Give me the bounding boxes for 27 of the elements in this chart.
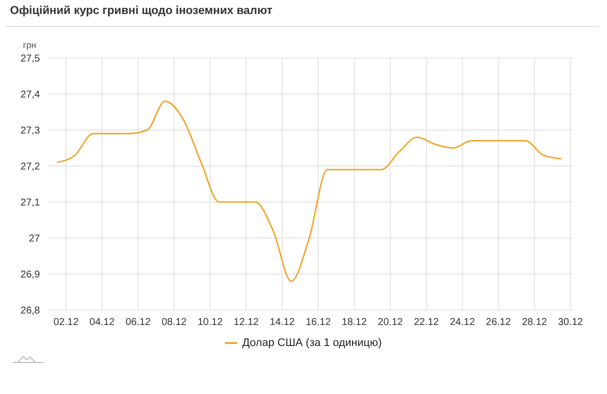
y-tick-label: 27,2 <box>20 162 40 173</box>
x-tick-label: 04.12 <box>90 317 115 328</box>
legend-label: Долар США (за 1 одиницю) <box>242 337 382 349</box>
x-tick-label: 16.12 <box>306 317 332 328</box>
x-tick-label: 14.12 <box>270 317 296 328</box>
y-axis-title: грн <box>23 40 36 50</box>
x-tick-label: 28.12 <box>522 317 548 328</box>
x-tick-label: 02.12 <box>54 317 79 328</box>
y-tick-label: 26,9 <box>20 270 40 281</box>
x-tick-label: 26.12 <box>486 317 512 328</box>
y-tick-label: 27,1 <box>20 198 40 209</box>
chart-title: Офіційний курс гривні щодо іноземних валют <box>10 5 272 17</box>
x-tick-label: 24.12 <box>450 317 476 328</box>
x-tick-label: 18.12 <box>342 317 368 328</box>
x-tick-label: 12.12 <box>234 317 260 328</box>
x-tick-label: 06.12 <box>126 317 152 328</box>
y-tick-label: 26,8 <box>20 306 40 317</box>
x-tick-label: 10.12 <box>198 317 224 328</box>
x-tick-label: 22.12 <box>414 317 440 328</box>
y-tick-label: 27,3 <box>20 126 40 137</box>
x-tick-label: 20.12 <box>378 317 404 328</box>
line-series <box>56 100 562 282</box>
y-tick-label: 27 <box>28 234 40 245</box>
x-tick-label: 08.12 <box>162 317 188 328</box>
y-tick-label: 27,4 <box>20 90 40 101</box>
y-tick-label: 27,5 <box>20 54 40 65</box>
x-tick-label: 30.12 <box>558 317 584 328</box>
